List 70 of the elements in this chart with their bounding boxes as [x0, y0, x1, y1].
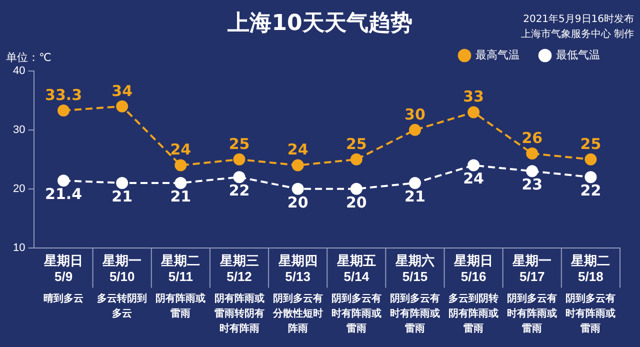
- chart-title: 上海10天天气趋势: [228, 11, 412, 36]
- data-label: 34: [112, 82, 133, 100]
- y-tick-label: 20: [12, 182, 26, 195]
- point: [468, 159, 480, 172]
- data-label: 25: [228, 134, 250, 153]
- x-tick-label: 星期六 5/15: [394, 253, 434, 284]
- data-label: 24: [287, 140, 308, 159]
- point: [408, 176, 421, 189]
- data-label: 21: [404, 187, 426, 206]
- data-label: 33.3: [45, 86, 82, 104]
- data-label: 25: [580, 134, 602, 153]
- y-tick-label: 40: [12, 65, 26, 78]
- data-label: 30: [404, 105, 426, 124]
- point: [526, 148, 538, 160]
- data-label: 22: [228, 181, 250, 200]
- y-tick-label: 30: [12, 124, 26, 136]
- point: [116, 176, 128, 189]
- x-tick-label: 星期日 5/16: [453, 253, 494, 284]
- point: [174, 176, 187, 189]
- y-tick-label: 10: [12, 242, 26, 254]
- text: 阴到多云有时有阵雨或雷雨: [390, 292, 440, 334]
- point: [116, 100, 128, 112]
- point: [408, 124, 421, 136]
- text: 阴有阵雨或雷雨转阴有时有阵雨: [214, 292, 264, 334]
- text: 阴到多云有时有阵雨或雷雨: [331, 292, 382, 334]
- x-tick-label: 星期一 5/10: [102, 253, 142, 284]
- data-label: 25: [346, 134, 367, 153]
- point: [584, 171, 597, 184]
- x-tick-label: 星期四 5/13: [277, 253, 318, 284]
- data-label: 21.4: [45, 185, 82, 204]
- text: 多云到阴转阴有阵雨或雷雨: [448, 292, 499, 334]
- text: 阴到多云有时有阵雨或雷雨: [507, 292, 558, 334]
- x-tick-label: 星期二 5/11: [160, 253, 200, 284]
- point: [233, 153, 246, 166]
- x-tick-label: 星期一 5/17: [512, 253, 552, 284]
- data-label: 20: [287, 193, 308, 212]
- data-label: 24: [170, 140, 192, 159]
- x-tick-label: 星期三 5/12: [218, 253, 259, 284]
- text: 阴到多云有时有阵雨或雷雨: [566, 292, 616, 334]
- text: 晴到多云: [44, 292, 84, 304]
- text: 阴到多云有分散性短时阵雨: [272, 292, 323, 334]
- text: 多云转阴到多云: [97, 292, 148, 320]
- x-tick-label: 星期日 5/9: [43, 253, 84, 284]
- x-tick-label: 星期二 5/18: [570, 253, 610, 284]
- data-label: 22: [580, 181, 602, 200]
- data-label: 21: [170, 187, 192, 206]
- point: [584, 153, 597, 166]
- text: 上海市气象服务中心 制作: [520, 28, 634, 42]
- point: [292, 159, 304, 172]
- data-label: 21: [112, 187, 133, 206]
- point: [174, 159, 187, 172]
- legend-label: 最低气温: [556, 50, 600, 62]
- data-label: 33: [463, 88, 484, 106]
- data-label: 20: [346, 193, 367, 212]
- data-label: 26: [522, 128, 543, 147]
- y-axis-title: 单位：℃: [6, 50, 52, 65]
- data-label: 24: [463, 170, 484, 188]
- point: [468, 106, 480, 118]
- point: [58, 174, 70, 187]
- text: 阴有阵雨或雷雨: [156, 292, 206, 320]
- legend-label: 最高气温: [476, 48, 520, 62]
- point: [526, 165, 538, 178]
- x-tick-label: 星期五 5/14: [336, 253, 376, 284]
- data-label: 23: [522, 176, 543, 194]
- text: 2021年5月9日16时发布: [522, 12, 634, 27]
- point: [292, 182, 304, 195]
- point: [350, 153, 362, 166]
- point: [350, 182, 362, 195]
- point: [58, 104, 70, 116]
- point: [233, 171, 246, 184]
